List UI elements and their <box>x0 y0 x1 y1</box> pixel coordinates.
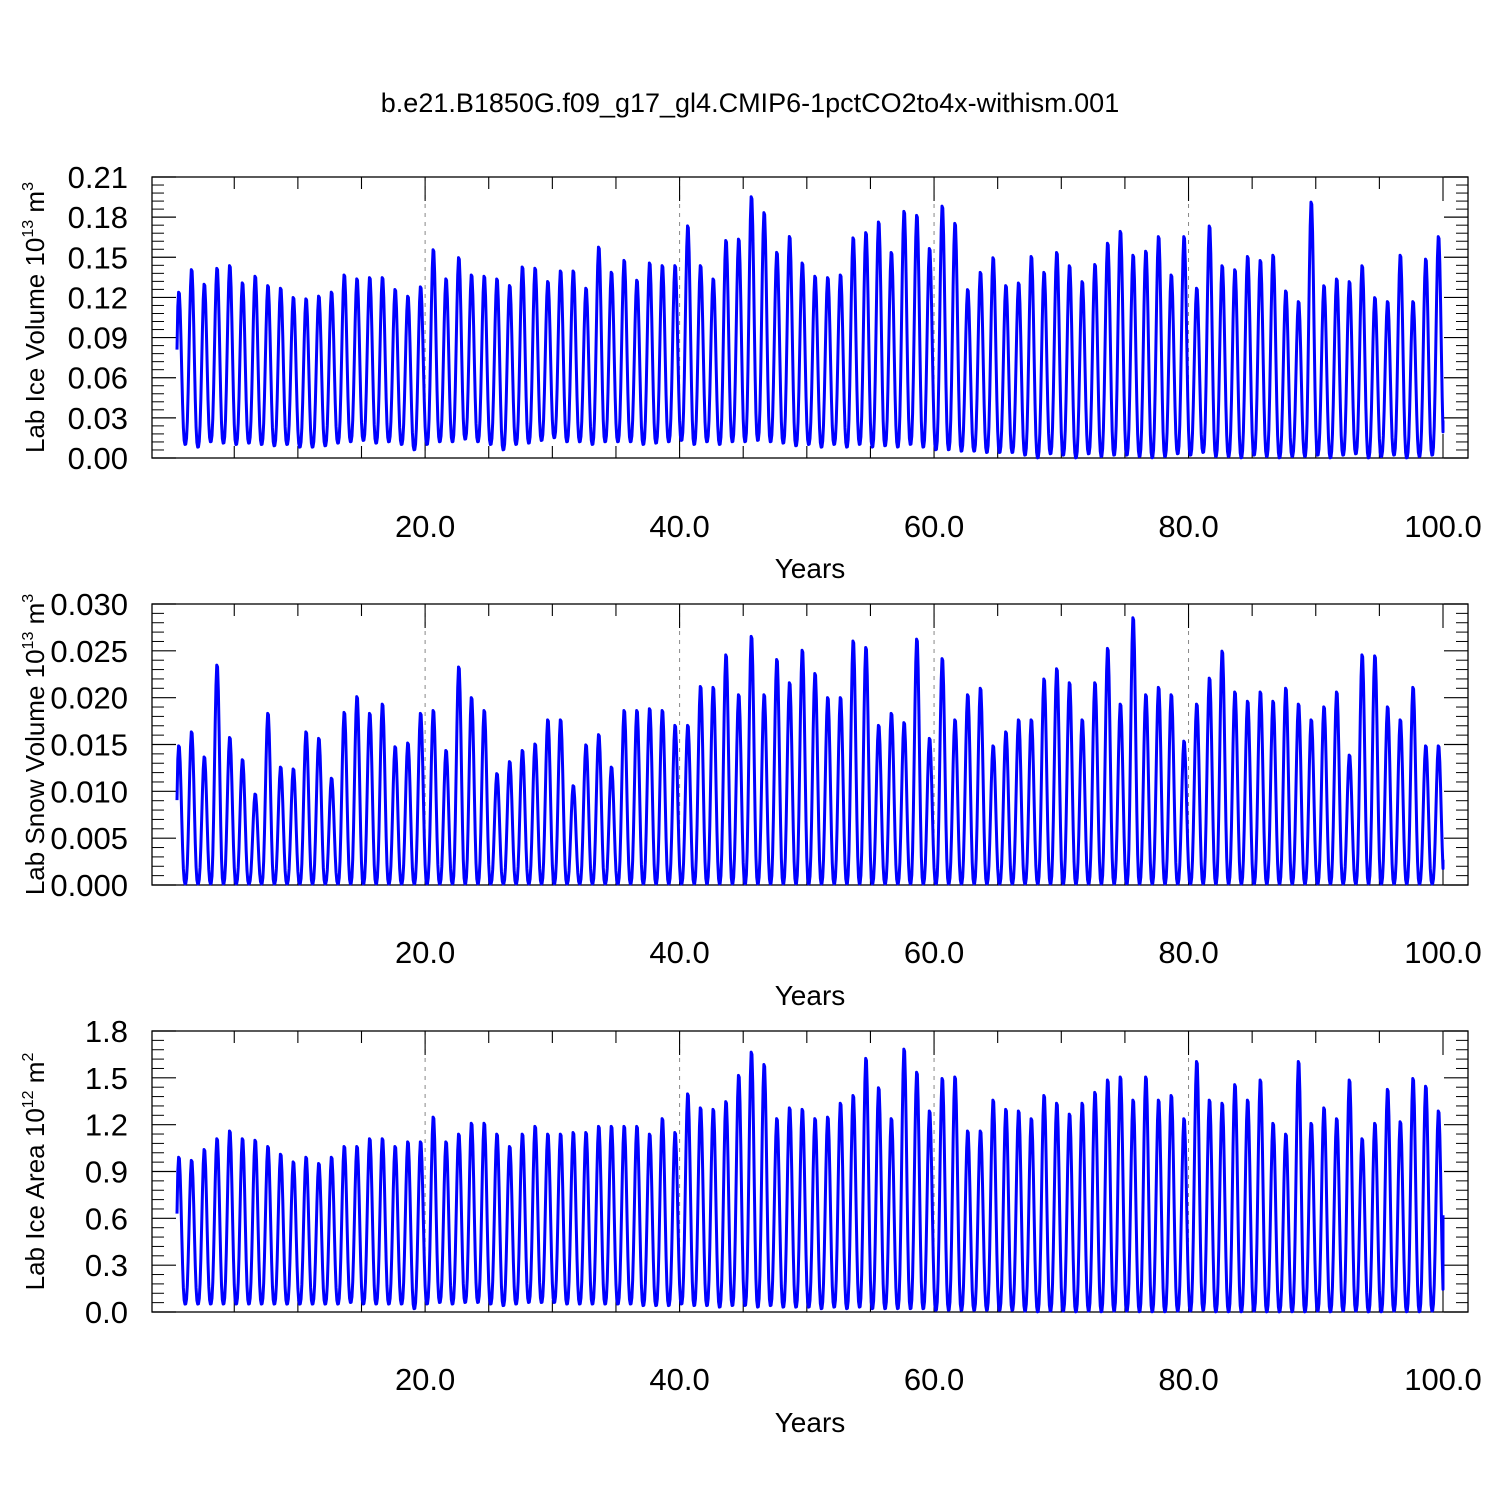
panel-3: 0.0 0.3 0.6 0.9 1.2 1.5 1.8 20.0 40.0 60.0 80.0 100… <box>20 1014 1482 1438</box>
x-tick-label: 60.0 <box>904 509 964 544</box>
y-tick-label: 0.00 <box>68 441 128 476</box>
y-tick-label: 0.020 <box>50 681 128 716</box>
y-tick-label: 0.010 <box>50 774 128 809</box>
figure-title: b.e21.B1850G.f09_g17_gl4.CMIP6-1pctCO2to… <box>380 88 1120 118</box>
y-tick-label: 1.5 <box>85 1061 128 1096</box>
panel-1: 0.00 0.03 0.06 0.09 0.12 0.15 0.18 0.21 20.0 40.0… <box>20 160 1482 584</box>
y-tick-label: 0.15 <box>68 240 128 275</box>
y-tick-label: 0.025 <box>50 634 128 669</box>
plot-frame <box>151 176 1469 459</box>
y-tick-label: 1.2 <box>85 1108 128 1143</box>
y-tick-label: 0.06 <box>68 361 128 396</box>
y-tick-label: 0.030 <box>50 587 128 622</box>
series-line-1 <box>175 195 1445 460</box>
x-tick-label: 40.0 <box>649 1362 709 1397</box>
y-tick-label: 0.6 <box>85 1201 128 1236</box>
y-tick-label: 1.8 <box>85 1014 128 1049</box>
x-tick-label: 60.0 <box>904 935 964 970</box>
x-tick-label: 100.0 <box>1404 935 1482 970</box>
y-tick-label: 0.015 <box>50 728 128 763</box>
y-tick-label: 0.005 <box>50 821 128 856</box>
y-tick-label: 0.21 <box>68 160 128 195</box>
x-tick-label: 40.0 <box>649 935 709 970</box>
panel-2: 0.000 0.005 0.010 0.015 0.020 0.025 0.030 20.0 4… <box>20 587 1482 1011</box>
x-tick-label: 100.0 <box>1404 1362 1482 1397</box>
x-tick-label: 60.0 <box>904 1362 964 1397</box>
y-axis-title: Lab Snow Volume 1013 m3 <box>20 594 50 895</box>
y-tick-label: 0.09 <box>68 321 128 356</box>
y-tick-label: 0.3 <box>85 1248 128 1283</box>
y-tick-label: 0.9 <box>85 1155 128 1190</box>
series-line-1 <box>175 616 1445 886</box>
y-axis-title: Lab Ice Volume 1013 m3 <box>20 182 50 453</box>
x-axis-title: Years <box>775 1407 846 1438</box>
x-tick-label: 80.0 <box>1158 1362 1218 1397</box>
x-tick-label: 80.0 <box>1158 935 1218 970</box>
x-tick-label: 20.0 <box>395 509 455 544</box>
x-tick-label: 80.0 <box>1158 509 1218 544</box>
x-tick-label: 100.0 <box>1404 509 1482 544</box>
x-tick-label: 20.0 <box>395 935 455 970</box>
series-line-1 <box>175 1047 1445 1314</box>
y-tick-label: 0.18 <box>68 200 128 235</box>
y-tick-label: 0.12 <box>68 280 128 315</box>
y-tick-label: 0.0 <box>85 1295 128 1330</box>
x-axis-title: Years <box>775 980 846 1011</box>
x-tick-label: 20.0 <box>395 1362 455 1397</box>
x-tick-label: 40.0 <box>649 509 709 544</box>
y-tick-label: 0.03 <box>68 401 128 436</box>
x-axis-title: Years <box>775 553 846 584</box>
y-tick-label: 0.000 <box>50 868 128 903</box>
y-axis-title: Lab Ice Area 1012 m2 <box>20 1053 50 1291</box>
